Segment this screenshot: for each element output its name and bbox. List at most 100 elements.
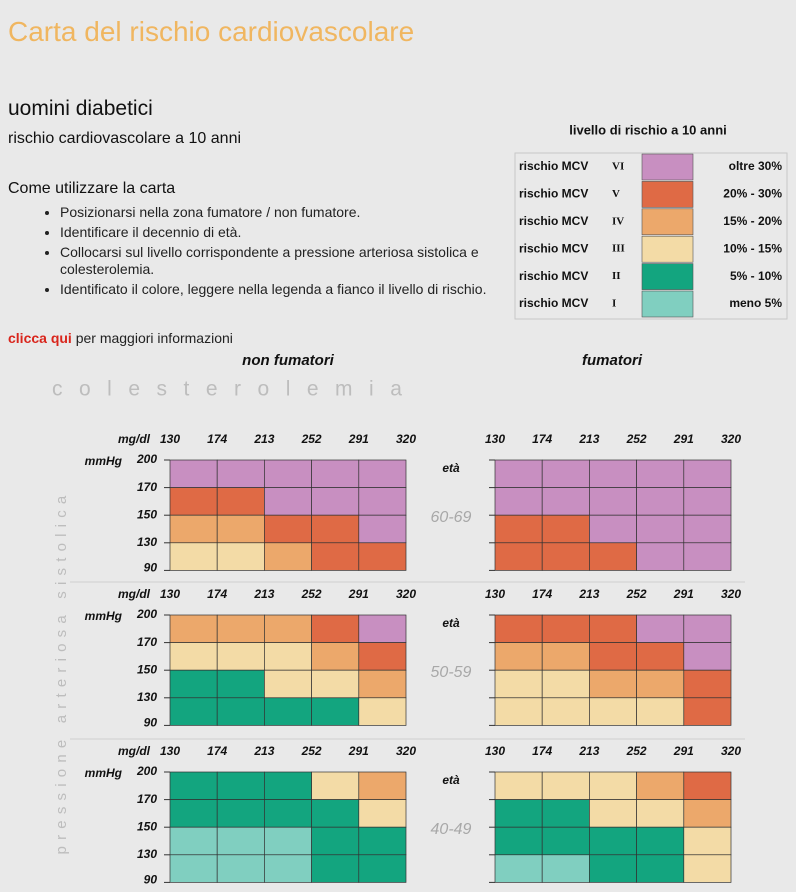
risk-cell [264,771,312,800]
risk-cell [494,459,543,488]
risk-cell [311,854,360,883]
age-label: età [442,773,460,787]
risk-cell [358,669,407,699]
risk-cell [636,669,685,699]
risk-cell [358,459,407,488]
risk-cell [589,642,637,671]
risk-cell [311,697,360,726]
info-link[interactable]: clicca qui [8,330,72,346]
risk-cell [636,542,685,571]
x-tick-label: 252 [301,432,322,446]
risk-cell [636,771,685,800]
risk-cell [541,854,590,883]
x-tick-label: 174 [532,587,552,601]
risk-cell [589,799,637,828]
legend-box [514,152,788,320]
legend-swatch [641,153,694,181]
risk-cell [683,514,732,544]
instruction-item: Identificare il decennio di età. [60,224,505,241]
group-title: fumatori [582,352,643,369]
legend-swatch [641,181,694,208]
risk-cell [264,614,312,643]
risk-cell [358,614,407,643]
y-axis-title: pressione arteriosa sistolica [53,490,70,855]
legend-label: rischio MCV [519,159,588,173]
risk-cell [169,697,218,726]
x-tick-label: 130 [485,587,505,601]
legend-label: rischio MCV [519,269,588,283]
x-tick-label: 252 [301,744,322,758]
risk-cell [494,771,543,800]
x-unit: mg/dl [118,432,151,446]
risk-cell [683,542,732,571]
risk-cell [683,459,732,488]
risk-cell [358,642,407,671]
y-tick-label: 200 [136,607,157,621]
y-tick-label: 150 [137,662,157,676]
x-unit: mg/dl [118,587,151,601]
risk-cell [169,771,218,800]
risk-cell [589,697,637,726]
risk-cell [541,669,590,699]
x-tick-label: 130 [160,587,180,601]
age-label: età [442,616,460,630]
age-group: 40-49 [431,821,472,838]
risk-cell [589,514,637,544]
x-tick-label: 291 [673,744,694,758]
risk-cell [589,826,637,856]
legend-label: rischio MCV [519,187,588,201]
risk-cell [683,614,732,643]
instructions-title: Come utilizzare la carta [8,180,176,197]
risk-cell [216,487,265,516]
risk-cell [169,799,218,828]
y-tick-label: 170 [137,792,157,806]
risk-cell [541,514,590,544]
risk-cell [636,614,685,643]
risk-cell [494,642,543,671]
risk-cell [494,542,543,571]
y-unit: mmHg [85,454,123,468]
x-tick-label: 213 [253,587,274,601]
risk-cell [216,669,265,699]
legend-title: livello di rischio a 10 anni [569,122,727,137]
link-text: per maggiori informazioni [75,330,233,346]
risk-cell [541,614,590,643]
x-tick-label: 174 [532,432,552,446]
subtitle: rischio cardiovascolare a 10 anni [8,130,242,147]
risk-cell [358,514,407,544]
y-tick-label: 200 [136,452,157,466]
risk-cell [636,854,685,883]
y-tick-label: 130 [137,847,157,861]
risk-cell [494,614,543,643]
risk-cell [683,771,732,800]
risk-cell [216,542,265,571]
group-title: non fumatori [242,352,334,369]
risk-cell [541,542,590,571]
risk-cell [169,459,218,488]
x-tick-label: 252 [301,587,322,601]
page-title: Carta del rischio cardiovascolare [8,16,415,47]
risk-cell [311,826,360,856]
x-tick-label: 130 [160,432,180,446]
risk-cell [169,642,218,671]
legend-range: oltre 30% [729,159,783,173]
y-tick-label: 90 [144,873,158,887]
risk-cell [589,771,637,800]
risk-cell [264,542,312,571]
legend-range: 5% - 10% [730,269,782,283]
risk-cell [636,514,685,544]
risk-cell [216,514,265,544]
risk-cell [683,642,732,671]
risk-cell [216,697,265,726]
legend-numeral: II [612,270,621,282]
risk-cell [494,514,543,544]
risk-cell [683,826,732,856]
risk-cell [683,487,732,516]
x-tick-label: 291 [673,432,694,446]
risk-cell [589,459,637,488]
legend-swatch [641,208,694,236]
age-group: 60-69 [431,509,472,526]
risk-cell [311,799,360,828]
x-tick-label: 291 [348,744,369,758]
x-tick-label: 213 [578,744,599,758]
